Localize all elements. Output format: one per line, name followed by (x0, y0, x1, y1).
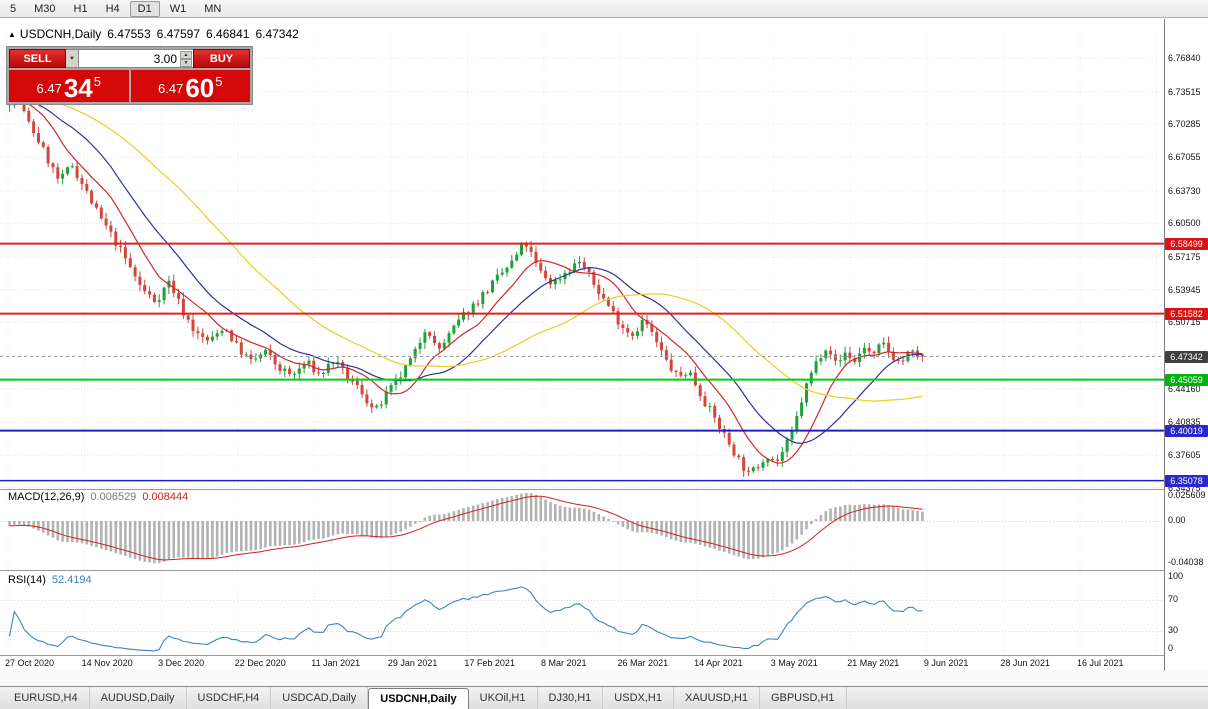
chart-collapse-icon[interactable]: ▲ (8, 30, 16, 39)
tab-gbpusd-h1[interactable]: GBPUSD,H1 (760, 687, 847, 709)
level-price-tag: 6.40019 (1165, 424, 1208, 437)
price-tick: 6.70285 (1168, 119, 1201, 130)
buy-button[interactable]: BUY (193, 49, 250, 68)
rsi-value: 52.4194 (51, 574, 92, 586)
one-click-trading-panel: SELL ▼ 3.00 ▲ ▼ BUY 6.47 34 5 (6, 46, 253, 105)
price-tick: 6.63730 (1168, 185, 1201, 196)
macd-scale-label: -0.04038 (1168, 557, 1204, 567)
timeframe-toolbar: 5 M30 H1 H4 D1 W1 MN (0, 0, 1208, 18)
volume-spinner: ▲ ▼ (180, 51, 192, 67)
macd-label: MACD(12,26,9) (8, 491, 85, 503)
ask-price-pips: 60 (185, 73, 215, 103)
volume-increase-button[interactable]: ▲ (180, 51, 192, 59)
chevron-down-icon: ▼ (69, 55, 75, 62)
tab-usdcnh-daily[interactable]: USDCNH,Daily (368, 688, 469, 709)
price-tick: 6.44160 (1168, 383, 1201, 394)
rsi-label: RSI(14) (8, 574, 46, 586)
chart-canvas[interactable] (0, 19, 1164, 656)
price-scale[interactable]: 6.76840 6.73515 6.70285 6.67055 6.63730 6.605… (1164, 19, 1208, 671)
chart-tab-bar: EURUSD,H4 AUDUSD,Daily USDCHF,H4 USDCAD,Dai… (0, 686, 1208, 709)
price-tick: 6.67055 (1168, 152, 1201, 163)
tab-usdchf-h4[interactable]: USDCHF,H4 (187, 687, 272, 709)
tab-xauusd-h1[interactable]: XAUUSD,H1 (674, 687, 760, 709)
rsi-header: RSI(14) 52.4194 (8, 574, 92, 586)
level-price-tag: 6.45059 (1165, 373, 1208, 386)
sell-button[interactable]: SELL (9, 49, 66, 68)
chart-window: ▲ USDCNH,Daily 6.47553 6.47597 6.46841 6.4734… (0, 19, 1208, 686)
bid-price-prefix: 6.47 (36, 81, 62, 96)
date-label: 11 Jan 2021 (311, 658, 361, 668)
chart-symbol-label: USDCNH,Daily (19, 27, 102, 41)
rsi-scale-label: 100 (1168, 571, 1184, 581)
quote-close-value: 6.47342 (255, 27, 299, 41)
macd-main-value: 0.006529 (90, 491, 137, 503)
price-tick: 6.34375 (1168, 482, 1201, 493)
date-label: 14 Nov 2020 (81, 658, 133, 668)
ask-price-display[interactable]: 6.47 60 5 (130, 70, 250, 103)
volume-value: 3.00 (153, 51, 177, 66)
macd-scale-label: 0.025609 (1168, 490, 1206, 500)
price-tick: 6.57175 (1168, 252, 1201, 262)
quote-high-value: 6.47597 (156, 27, 201, 41)
timeframe-button-mn[interactable]: MN (204, 2, 222, 15)
ask-price-prefix: 6.47 (158, 81, 184, 96)
bid-price-pips: 34 (63, 73, 93, 103)
rsi-scale-label: 0 (1168, 643, 1174, 653)
date-label: 22 Dec 2020 (234, 658, 286, 668)
level-price-tag: 6.51582 (1165, 307, 1208, 320)
volume-decrease-button[interactable]: ▼ (180, 59, 192, 67)
date-label: 9 Jun 2021 (923, 658, 969, 668)
date-label: 8 Mar 2021 (540, 658, 587, 668)
price-tick: 6.40835 (1168, 417, 1201, 428)
timeframe-button-d1[interactable]: D1 (129, 0, 160, 17)
quote-low-value: 6.46841 (206, 27, 250, 41)
tab-eurusd-h4[interactable]: EURUSD,H4 (3, 687, 90, 709)
level-price-tag: 6.35078 (1165, 474, 1208, 487)
current-price-tag: 6.47342 (1165, 350, 1208, 363)
date-label: 27 Oct 2020 (5, 658, 55, 668)
level-price-tag: 6.58499 (1165, 237, 1208, 250)
chart-bottom-margin (0, 671, 1208, 686)
time-axis[interactable]: 27 Oct 2020 14 Nov 2020 3 Dec 2020 22 Dec 2… (0, 656, 1164, 671)
tab-ukoil-h1[interactable]: UKOil,H1 (469, 687, 538, 709)
tab-usdx-h1[interactable]: USDX,H1 (603, 687, 674, 709)
price-tick: 6.60500 (1168, 218, 1201, 229)
chart-title: ▲ USDCNH,Daily 6.47553 6.47597 6.46841 6.4734… (8, 27, 299, 41)
volume-dropdown-button[interactable]: ▼ (66, 49, 79, 68)
date-label: 29 Jan 2021 (387, 658, 438, 668)
timeframe-button-w1[interactable]: W1 (169, 2, 187, 15)
date-label: 3 Dec 2020 (158, 658, 205, 668)
macd-header: MACD(12,26,9) 0.006529 0.008444 (8, 491, 188, 503)
date-label: 28 Jun 2021 (1000, 658, 1050, 668)
bid-price-display[interactable]: 6.47 34 5 (9, 70, 129, 102)
trade-controls-row: SELL ▼ 3.00 ▲ ▼ BUY (9, 49, 250, 68)
quote-displays-row: 6.47 34 5 6.47 60 5 (9, 70, 250, 102)
tab-dj30-h1[interactable]: DJ30,H1 (538, 687, 604, 709)
macd-signal-value: 0.008444 (142, 491, 189, 503)
volume-input[interactable]: 3.00 ▲ ▼ (79, 49, 193, 68)
date-label: 3 May 2021 (770, 658, 818, 668)
tab-usdcad-daily[interactable]: USDCAD,Daily (271, 687, 369, 709)
quote-open-value: 6.47553 (107, 27, 151, 41)
date-label: 14 Apr 2021 (694, 658, 743, 668)
price-tick: 6.73515 (1168, 86, 1201, 97)
date-label: 17 Feb 2021 (464, 658, 515, 668)
rsi-scale-label: 70 (1168, 594, 1179, 604)
price-tick: 6.37605 (1168, 450, 1201, 461)
date-label: 16 Jul 2021 (1076, 658, 1124, 668)
price-tick: 6.53945 (1168, 284, 1201, 295)
timeframe-button-h1[interactable]: H1 (73, 2, 88, 15)
date-label: 21 May 2021 (847, 658, 900, 668)
macd-scale-label: 0.00 (1168, 515, 1186, 525)
tab-audusd-daily[interactable]: AUDUSD,Daily (90, 687, 187, 709)
timeframe-button-h4[interactable]: H4 (105, 2, 120, 15)
date-label: 26 Mar 2021 (617, 658, 669, 668)
timeframe-button-m30[interactable]: M30 (34, 2, 56, 15)
ask-price-pipette: 5 (215, 74, 223, 89)
bid-price-pipette: 5 (93, 74, 101, 89)
price-tick: 6.50715 (1168, 317, 1201, 328)
price-tick: 6.76840 (1168, 53, 1201, 63)
rsi-scale-label: 30 (1168, 625, 1179, 635)
timeframe-button-5[interactable]: 5 (10, 2, 17, 15)
